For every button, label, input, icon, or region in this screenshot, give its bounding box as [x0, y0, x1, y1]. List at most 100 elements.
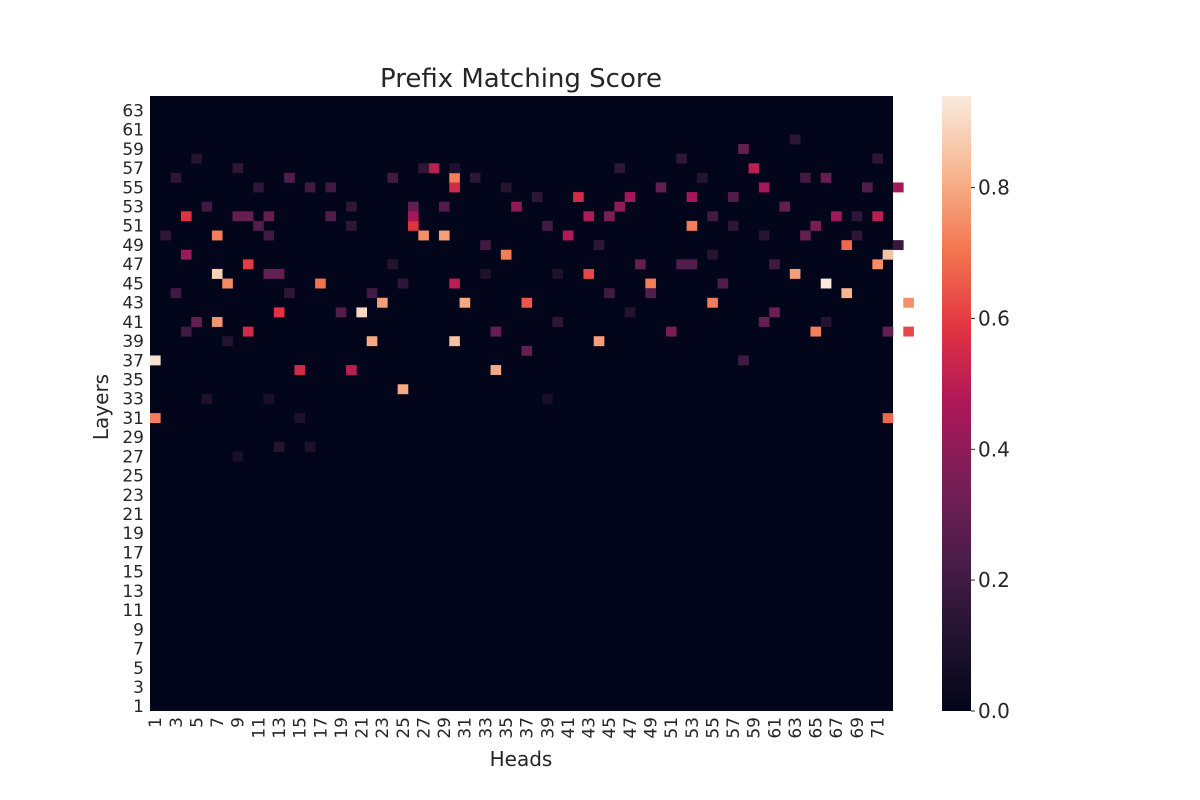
x-tick-label: 47	[621, 717, 641, 739]
heatmap-cell	[160, 230, 171, 241]
x-tick-label: 29	[435, 717, 455, 739]
heatmap-cell	[593, 240, 605, 251]
x-tick-label: 33	[476, 717, 496, 739]
x-tick-label: 51	[662, 717, 682, 739]
heatmap-cell	[180, 249, 192, 260]
y-tick-label: 53	[122, 198, 144, 218]
heatmap-cell	[624, 307, 636, 318]
heatmap-cell	[346, 365, 357, 375]
colorbar-tick-label: 0.6	[978, 306, 1010, 330]
heatmap-cell	[820, 317, 832, 327]
x-tick-label: 69	[848, 717, 868, 739]
heatmap-cell	[758, 182, 770, 193]
y-tick-label: 25	[122, 467, 144, 487]
heatmap-cell	[789, 268, 801, 279]
heatmap-cell	[511, 201, 522, 212]
y-tick-label: 39	[122, 332, 144, 352]
heatmap-cell	[263, 393, 275, 404]
heatmap-cell	[645, 288, 656, 299]
heatmap-cell	[604, 288, 615, 299]
heatmap-cell	[893, 182, 904, 193]
heatmap-cell	[490, 365, 502, 375]
heatmap-cell	[387, 259, 398, 270]
x-tick-label: 17	[311, 717, 331, 739]
heatmap-cell	[480, 268, 491, 279]
heatmap-cell	[769, 259, 780, 270]
x-tick-label: 31	[456, 717, 476, 739]
heatmap-cell	[418, 230, 429, 241]
heatmap-cell	[552, 317, 564, 327]
heatmap-cell	[696, 172, 708, 183]
heatmap-cell	[170, 172, 182, 183]
heatmap-cell	[882, 326, 894, 337]
heatmap-cell	[418, 163, 429, 174]
heatmap-cell	[222, 278, 233, 289]
heatmap-cell	[707, 211, 718, 222]
heatmap-cell	[500, 249, 512, 260]
x-tick-label: 25	[394, 717, 414, 739]
heatmap-cell	[459, 297, 471, 308]
heatmap-cell	[841, 240, 853, 251]
heatmap-cell	[273, 268, 285, 279]
x-tick-label: 37	[518, 717, 538, 739]
y-tick-label: 29	[122, 428, 144, 448]
colorbar-tick-label: 0.2	[978, 568, 1010, 592]
heatmap-cell	[562, 230, 574, 241]
y-tick-label: 9	[133, 620, 144, 640]
heatmap-cell	[191, 317, 202, 327]
y-tick-label: 55	[122, 178, 144, 198]
heatmap-cell	[397, 384, 409, 395]
heatmap-cell	[738, 355, 749, 366]
heatmap-cell	[851, 230, 863, 241]
heatmap-cell	[325, 211, 337, 222]
heatmap-cell	[211, 268, 223, 279]
heatmap-cell	[645, 278, 656, 289]
colorbar-tick-label: 0.4	[978, 437, 1010, 461]
heatmap-cell	[325, 182, 337, 193]
colorbar-tick-labels: 0.0 0.2 0.4 0.6 0.8	[971, 176, 1010, 723]
heatmap-cell	[800, 172, 811, 183]
y-tick-label: 49	[122, 236, 144, 256]
y-tick-label: 27	[122, 447, 144, 467]
heatmap-cell	[407, 201, 419, 212]
heatmap-cell	[903, 297, 914, 308]
heatmap-cell	[893, 240, 904, 251]
heatmap-cell	[449, 163, 460, 174]
heatmap-cell	[211, 230, 223, 241]
heatmap-cell	[346, 201, 357, 212]
heatmap-cell	[201, 201, 213, 212]
x-tick-label: 41	[559, 717, 579, 739]
heatmap-cell	[232, 451, 244, 462]
heatmap-cell	[862, 182, 873, 193]
heatmap-cell	[789, 134, 801, 145]
y-tick-label: 61	[122, 121, 144, 141]
heatmap-cell	[263, 211, 275, 222]
heatmap-cells	[150, 134, 914, 462]
heatmap-cell	[366, 336, 378, 347]
heatmap-cell	[284, 172, 295, 183]
heatmap-cell	[872, 259, 883, 270]
y-tick-label: 15	[122, 563, 144, 583]
heatmap-cell	[820, 172, 832, 183]
x-tick-label: 63	[786, 717, 806, 739]
heatmap-cell	[438, 201, 450, 212]
y-tick-label: 37	[122, 351, 144, 371]
heatmap-cell	[377, 297, 388, 308]
heatmap-cell	[428, 163, 440, 174]
heatmap-cell	[686, 220, 698, 231]
heatmap-cell	[232, 211, 244, 222]
heatmap-cell	[800, 230, 811, 241]
x-tick-label: 65	[807, 717, 827, 739]
heatmap-cell	[150, 413, 161, 424]
y-tick-label: 21	[122, 505, 144, 525]
y-tick-label: 35	[122, 371, 144, 391]
heatmap-cell	[294, 413, 306, 424]
heatmap-cell	[707, 297, 718, 308]
heatmap-cell	[191, 153, 202, 164]
heatmap-cell	[315, 278, 326, 289]
heatmap-cell	[335, 307, 347, 318]
heatmap-cell	[232, 163, 244, 174]
x-tick-label: 53	[683, 717, 703, 739]
heatmap-cell	[758, 317, 770, 327]
x-tick-label: 45	[600, 717, 620, 739]
